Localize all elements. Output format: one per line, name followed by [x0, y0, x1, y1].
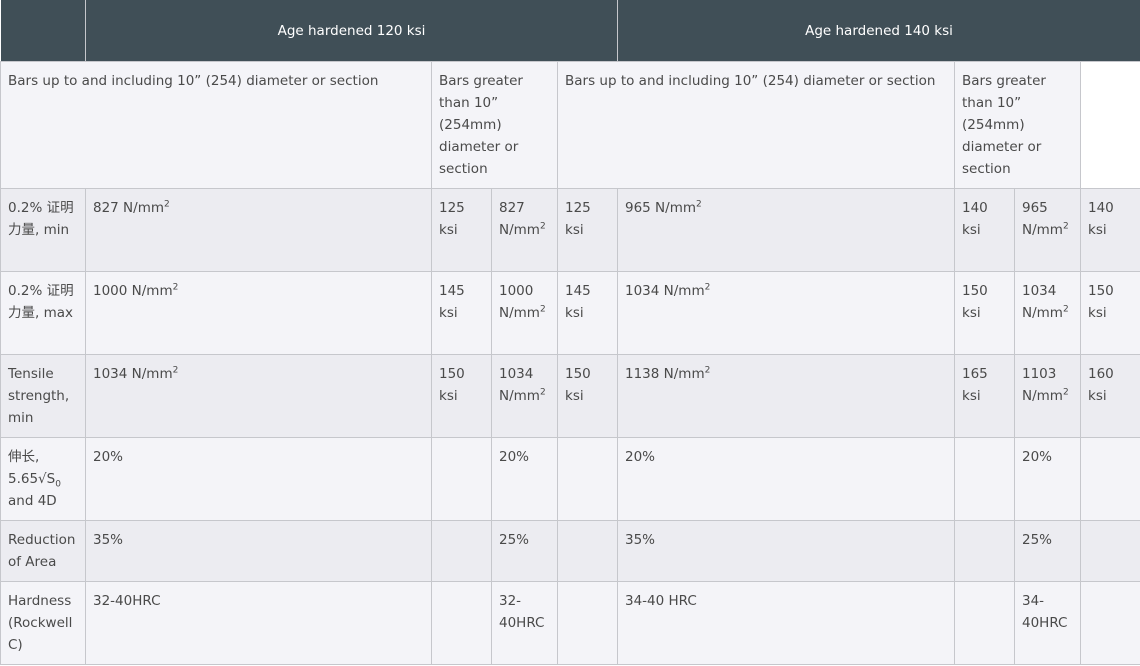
table-cell: 125 ksi	[431, 188, 492, 272]
table-cell: 20%	[617, 437, 955, 521]
row-label: Hardness (Rockwell C)	[0, 581, 86, 665]
table-cell	[954, 437, 1015, 521]
subheader-140-large: Bars greater than 10” (254mm) diameter o…	[954, 61, 1081, 189]
table-cell: 150 ksi	[954, 271, 1015, 355]
header-blank	[0, 0, 86, 62]
table-cell	[557, 520, 618, 582]
table-cell: 140 ksi	[954, 188, 1015, 272]
table-cell: 150 ksi	[557, 354, 618, 438]
table-cell	[431, 520, 492, 582]
table-cell: 35%	[617, 520, 955, 582]
table-cell: 35%	[85, 520, 432, 582]
table-cell	[1080, 437, 1140, 521]
table-cell	[431, 437, 492, 521]
row-label: 0.2% 证明力量, min	[0, 188, 86, 272]
table-cell: 20%	[85, 437, 432, 521]
table-cell	[431, 581, 492, 665]
table-cell	[1080, 520, 1140, 582]
header-group-140ksi: Age hardened 140 ksi	[617, 0, 1140, 62]
table-cell: 1034 N/mm2	[85, 354, 432, 438]
row-label: Tensile strength, min	[0, 354, 86, 438]
table-cell: 140 ksi	[1080, 188, 1140, 272]
table-cell: 1000 N/mm2	[85, 271, 432, 355]
subheader-120-small: Bars up to and including 10” (254) diame…	[0, 61, 432, 189]
table-cell: 1034 N/mm2	[617, 271, 955, 355]
row-label: 0.2% 证明力量, max	[0, 271, 86, 355]
table-cell: 25%	[1014, 520, 1081, 582]
table-row: Hardness (Rockwell C) 32-40HRC 32-40HRC 34-…	[0, 581, 1140, 665]
table-cell: 25%	[491, 520, 558, 582]
table-row: 伸长, 5.65√S0 and 4D 20% 20% 20% 20%	[0, 437, 1140, 521]
subheader-120-large: Bars greater than 10” (254mm) diameter o…	[431, 61, 558, 189]
table-row: Reduction of Area 35% 25% 35% 25%	[0, 520, 1140, 582]
table-cell: 1000 N/mm2	[491, 271, 558, 355]
table-cell: 965 N/mm2	[617, 188, 955, 272]
subheader-empty	[1080, 61, 1140, 189]
table-cell	[954, 581, 1015, 665]
table-cell: 34-40 HRC	[617, 581, 955, 665]
table-cell: 32-40HRC	[491, 581, 558, 665]
header-group-120ksi: Age hardened 120 ksi	[85, 0, 618, 62]
row-label: Reduction of Area	[0, 520, 86, 582]
table-cell	[557, 437, 618, 521]
table-cell: 1103 N/mm2	[1014, 354, 1081, 438]
table-cell	[1080, 581, 1140, 665]
table-cell	[954, 520, 1015, 582]
table-cell: 145 ksi	[557, 271, 618, 355]
table-cell: 827 N/mm2	[85, 188, 432, 272]
table-cell: 1034 N/mm2	[1014, 271, 1081, 355]
table-cell	[557, 581, 618, 665]
table-cell: 150 ksi	[1080, 271, 1140, 355]
table-cell: 20%	[491, 437, 558, 521]
table-row: 0.2% 证明力量, max 1000 N/mm2 145 ksi 1000 N/mm…	[0, 271, 1140, 355]
table-cell: 145 ksi	[431, 271, 492, 355]
table-cell: 1034 N/mm2	[491, 354, 558, 438]
table-row: 0.2% 证明力量, min 827 N/mm2 125 ksi 827 N/mm2 1…	[0, 188, 1140, 272]
subheader-140-small: Bars up to and including 10” (254) diame…	[557, 61, 955, 189]
table-cell: 165 ksi	[954, 354, 1015, 438]
table-cell: 1138 N/mm2	[617, 354, 955, 438]
table-cell: 34-40HRC	[1014, 581, 1081, 665]
row-label: 伸长, 5.65√S0 and 4D	[0, 437, 86, 521]
table-cell: 20%	[1014, 437, 1081, 521]
table-cell: 150 ksi	[431, 354, 492, 438]
table-cell: 125 ksi	[557, 188, 618, 272]
table-cell: 827 N/mm2	[491, 188, 558, 272]
table-row: Tensile strength, min 1034 N/mm2 150 ksi 10…	[0, 354, 1140, 438]
table-cell: 32-40HRC	[85, 581, 432, 665]
table-cell: 965 N/mm2	[1014, 188, 1081, 272]
table-cell: 160 ksi	[1080, 354, 1140, 438]
